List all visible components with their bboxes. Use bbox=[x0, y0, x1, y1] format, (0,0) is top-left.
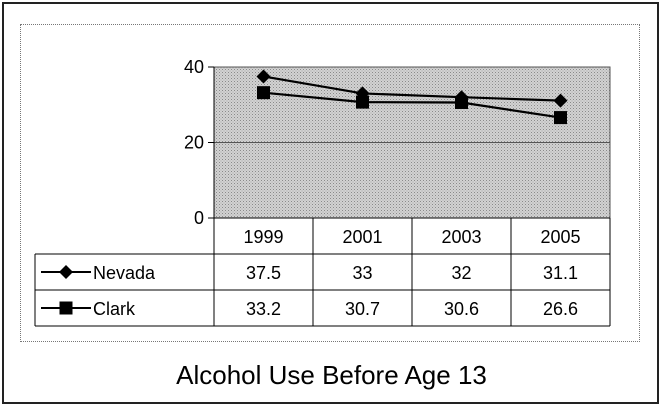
y-tick-label: 20 bbox=[184, 133, 204, 153]
table-value-nevada: 32 bbox=[451, 263, 471, 283]
legend-label-clark: Clark bbox=[93, 299, 136, 319]
data-point-clark bbox=[257, 86, 270, 100]
table-value-nevada: 33 bbox=[352, 263, 372, 283]
data-point-clark bbox=[356, 95, 369, 109]
table-value-nevada: 37.5 bbox=[246, 263, 281, 283]
legend-marker-nevada bbox=[59, 265, 73, 279]
category-label: 2001 bbox=[342, 227, 382, 247]
table-value-clark: 26.6 bbox=[543, 299, 578, 319]
table-value-clark: 30.6 bbox=[444, 299, 479, 319]
category-label: 2005 bbox=[540, 227, 580, 247]
data-point-clark bbox=[455, 95, 468, 109]
table-value-clark: 30.7 bbox=[345, 299, 380, 319]
table-value-clark: 33.2 bbox=[246, 299, 281, 319]
data-point-nevada bbox=[553, 93, 568, 108]
category-label: 1999 bbox=[243, 227, 283, 247]
chart-area-border bbox=[20, 24, 640, 342]
chart-title: Alcohol Use Before Age 13 bbox=[176, 360, 487, 390]
data-point-clark bbox=[554, 111, 567, 125]
table-value-nevada: 31.1 bbox=[543, 263, 578, 283]
y-tick-label: 0 bbox=[194, 208, 204, 228]
y-tick-label: 40 bbox=[184, 57, 204, 77]
data-point-nevada bbox=[256, 69, 271, 84]
legend-marker-clark bbox=[59, 301, 73, 315]
series-line-nevada bbox=[263, 75, 561, 102]
series-line-clark bbox=[263, 91, 561, 119]
category-label: 2003 bbox=[441, 227, 481, 247]
legend-label-nevada: Nevada bbox=[93, 263, 156, 283]
